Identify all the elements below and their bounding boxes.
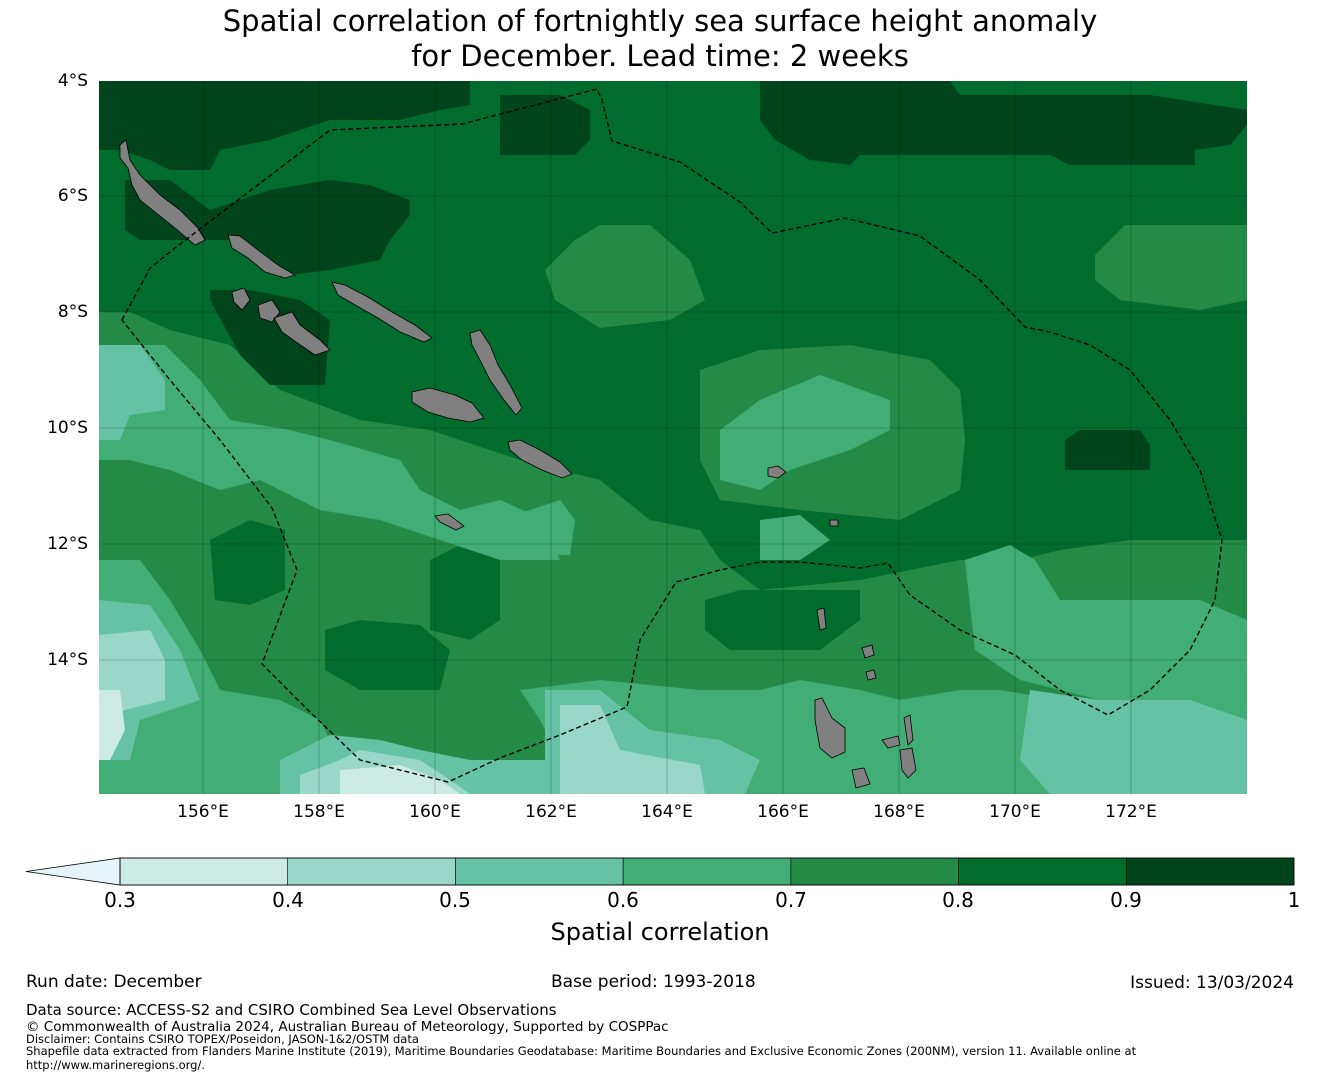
lat-label-8s: 8°S xyxy=(57,302,88,322)
field-region-08d xyxy=(210,520,285,605)
field-region-05c xyxy=(1020,690,1247,794)
field-region-06e xyxy=(760,515,830,560)
field-region-03b xyxy=(340,765,460,794)
shapefile-credit: Shapefile data extracted from Flanders M… xyxy=(26,1044,1137,1058)
colorbar-tick-1: 1 xyxy=(1287,888,1301,912)
lon-label-168e: 168°E xyxy=(873,802,925,822)
base-period: Base period: 1993-2018 xyxy=(551,972,756,992)
lon-label-162e: 162°E xyxy=(525,802,577,822)
lon-label-166e: 166°E xyxy=(757,802,809,822)
data-source: Data source: ACCESS-S2 and CSIRO Combine… xyxy=(26,1001,557,1019)
field-region-07d xyxy=(1095,225,1247,310)
lon-label-164e: 164°E xyxy=(641,802,693,822)
field-region-09d xyxy=(500,95,590,155)
field-region-06c xyxy=(965,545,1247,700)
lat-label-14s: 14°S xyxy=(47,650,88,670)
land-rennell xyxy=(434,513,465,531)
colorbar-tick-0.9: 0.9 xyxy=(1110,888,1142,912)
colorbar-tick-0.6: 0.6 xyxy=(607,888,639,912)
lat-label-4s: 4°S xyxy=(57,71,88,91)
colorbar-tick-0.3: 0.3 xyxy=(104,888,136,912)
land-small-vanuatu xyxy=(816,607,877,681)
land-santa-cruz xyxy=(767,465,839,527)
title-line-1: Spatial correlation of fortnightly sea s… xyxy=(222,4,1098,38)
land-bougainville xyxy=(119,139,206,246)
colorbar-tick-0.4: 0.4 xyxy=(272,888,304,912)
field-region-05a xyxy=(99,345,165,440)
land-makira xyxy=(507,439,573,479)
lon-label-170e: 170°E xyxy=(989,802,1041,822)
land-masses xyxy=(119,139,917,789)
field-region-08c xyxy=(325,620,450,690)
shapefile-url: http://www.marineregions.org/. xyxy=(26,1058,205,1072)
field-region-09f xyxy=(1065,430,1150,470)
map-title: Spatial correlation of fortnightly sea s… xyxy=(0,4,1320,74)
colorbar-tick-0.7: 0.7 xyxy=(775,888,807,912)
land-malekula xyxy=(881,714,914,749)
land-espiritu-santo xyxy=(814,697,846,759)
field-region-06b xyxy=(99,560,1247,794)
field-region-08a xyxy=(430,540,500,640)
field-region-09e xyxy=(760,81,1247,165)
field-region-06a xyxy=(99,345,560,560)
field-region-06d xyxy=(720,375,890,490)
map-gridlines xyxy=(99,81,1247,794)
field-region-07c xyxy=(545,225,705,328)
lat-label-10s: 10°S xyxy=(47,418,88,438)
lat-label-12s: 12°S xyxy=(47,534,88,554)
field-region-04c xyxy=(560,705,705,794)
lon-label-172e: 172°E xyxy=(1105,802,1157,822)
run-date: Run date: December xyxy=(26,972,202,992)
colorbar-tick-0.8: 0.8 xyxy=(942,888,974,912)
issued-date: Issued: 13/03/2024 xyxy=(1130,973,1294,993)
field-region-09a xyxy=(99,81,470,170)
colorbar-title: Spatial correlation xyxy=(550,918,770,946)
field-region-08b xyxy=(705,590,860,650)
field-region-03a xyxy=(99,690,125,760)
field-region-09b xyxy=(125,180,410,275)
land-new-georgia xyxy=(231,287,331,356)
lon-label-160e: 160°E xyxy=(409,802,461,822)
land-efate xyxy=(851,747,917,789)
copyright: © Commonwealth of Australia 2024, Austra… xyxy=(26,1019,669,1035)
land-malaita xyxy=(469,329,523,416)
colorbar-tick-0.5: 0.5 xyxy=(439,888,471,912)
field-region-06f xyxy=(515,500,575,555)
title-line-2: for December. Lead time: 2 weeks xyxy=(411,39,909,73)
land-santa-isabel xyxy=(331,281,433,343)
land-choiseul xyxy=(227,234,296,279)
land-guadalcanal xyxy=(411,387,485,423)
lat-label-6s: 6°S xyxy=(57,186,88,206)
lon-label-158e: 158°E xyxy=(293,802,345,822)
disclaimer: Disclaimer: Contains CSIRO TOPEX/Poseido… xyxy=(26,1032,419,1046)
field-region-09c xyxy=(210,290,330,385)
lon-label-156e: 156°E xyxy=(177,802,229,822)
